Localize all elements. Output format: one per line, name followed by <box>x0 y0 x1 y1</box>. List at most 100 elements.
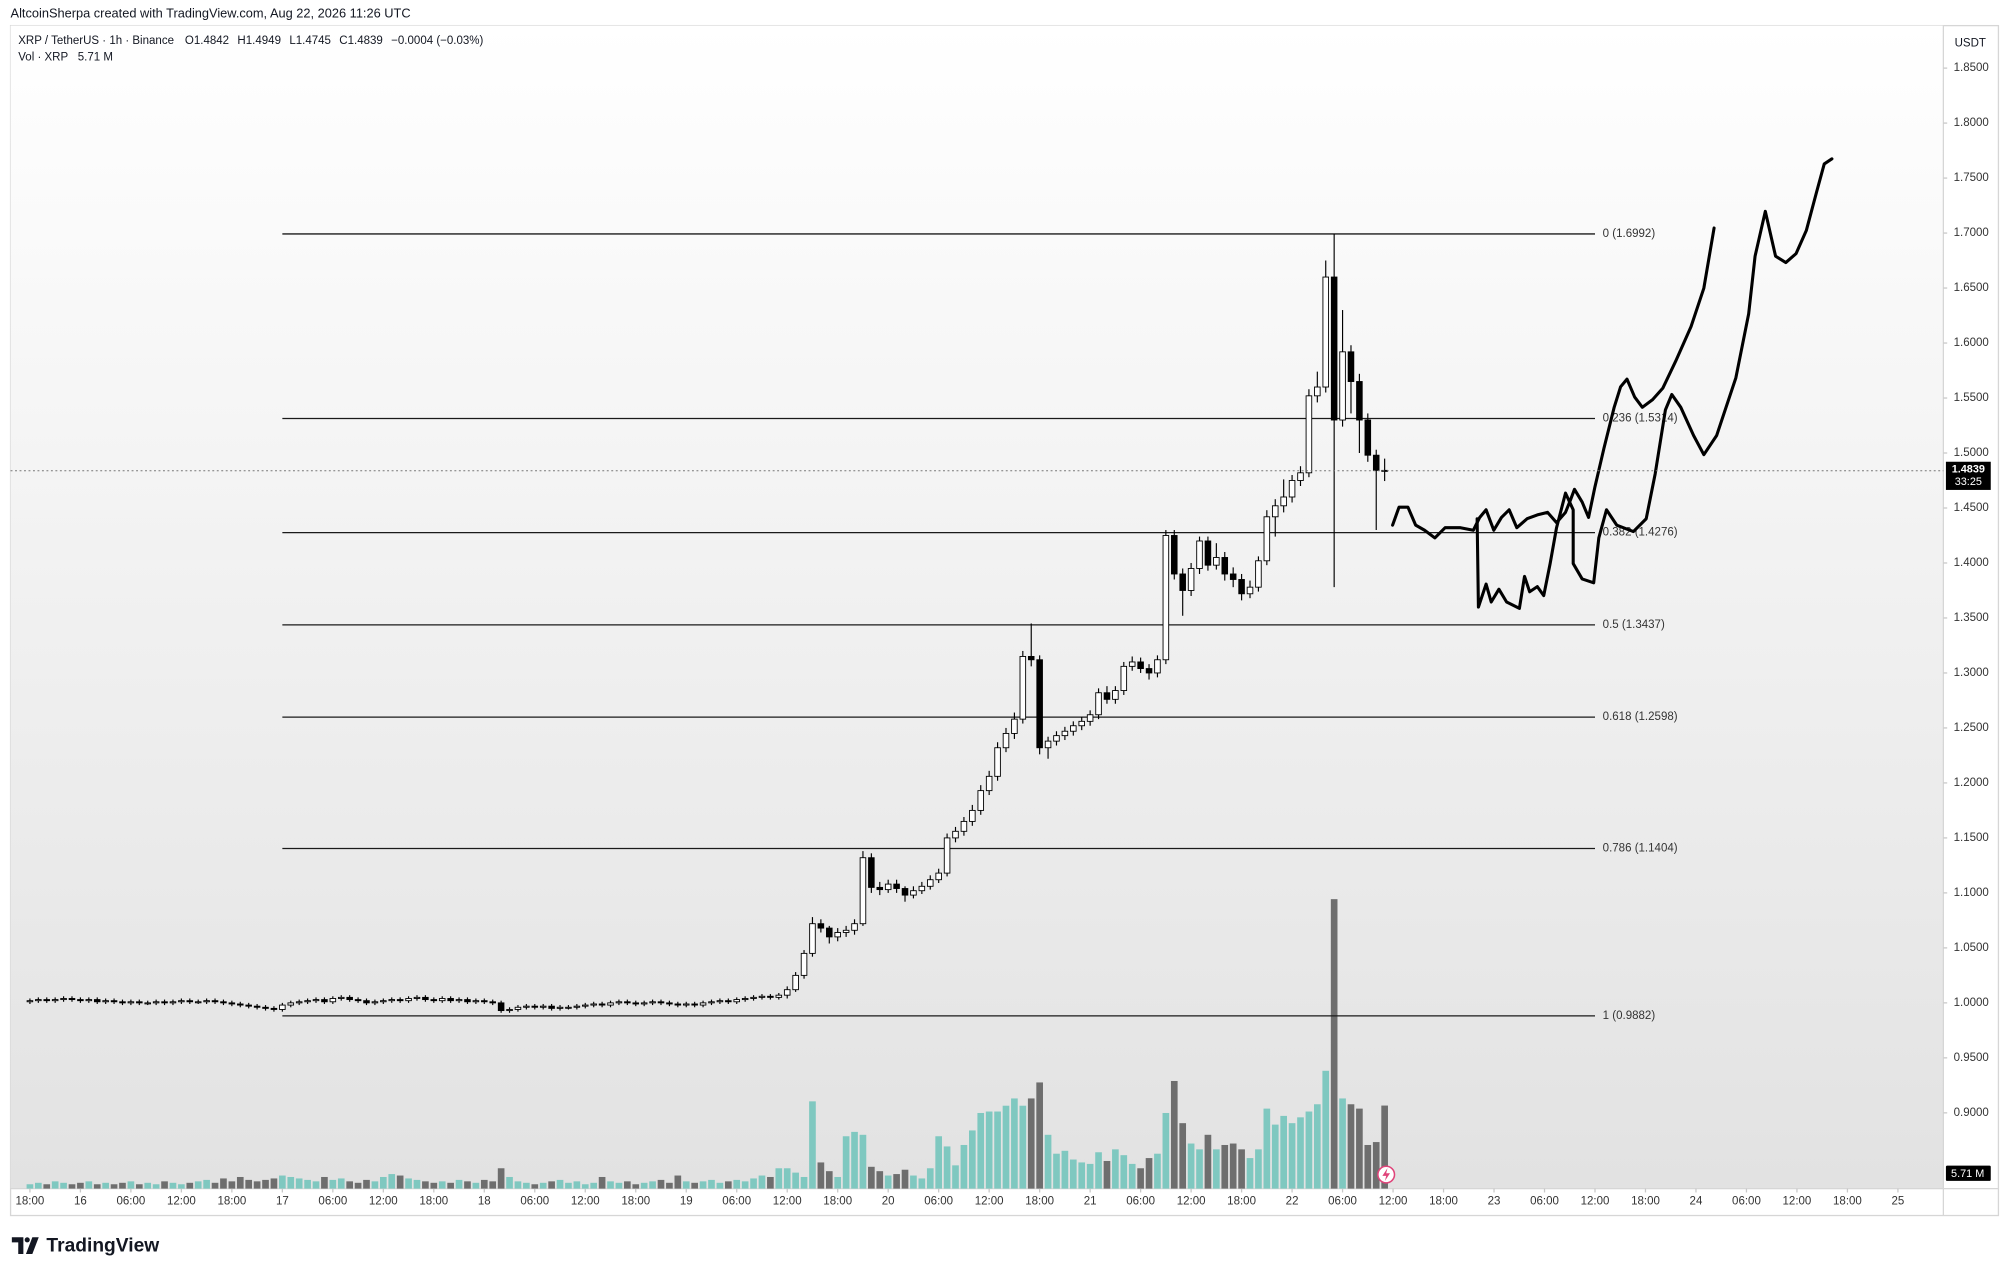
candle-body <box>396 999 404 1002</box>
volume-bar <box>337 1178 345 1189</box>
y-tick-label: 1.1500 <box>1954 832 1989 844</box>
y-tick-label: 1.1000 <box>1954 887 1989 899</box>
candle-body <box>304 1000 311 1003</box>
candle-body <box>85 999 93 1002</box>
volume-bar <box>329 1179 337 1189</box>
candle-body <box>455 999 463 1002</box>
volume-bar <box>514 1181 522 1189</box>
logo: TradingView <box>11 1235 159 1256</box>
candle-body <box>35 999 42 1002</box>
volume-bar <box>455 1179 463 1189</box>
candle-body <box>371 1001 379 1004</box>
volume-bar <box>1027 1098 1035 1189</box>
y-tick-label: 1.5000 <box>1954 447 1989 459</box>
volume-bar <box>35 1182 42 1189</box>
fib-label: 1 (0.9882) <box>1603 1010 1656 1022</box>
x-tick-label: 18:00 <box>621 1195 650 1207</box>
volume-bar <box>1297 1117 1304 1189</box>
volume-bar <box>649 1181 656 1189</box>
volume-bar <box>1019 1105 1027 1189</box>
volume-bar <box>312 1181 320 1189</box>
candle-body <box>1011 718 1018 734</box>
volume-bar <box>977 1112 985 1189</box>
candle-body <box>632 1002 640 1005</box>
volume-bar <box>1213 1149 1220 1189</box>
volume-bar <box>161 1181 168 1189</box>
volume-bar <box>969 1130 976 1189</box>
volume-bar <box>783 1168 791 1189</box>
candle-body <box>809 923 816 954</box>
volume-bar <box>236 1176 244 1189</box>
candle-body <box>102 1000 109 1003</box>
candle-body <box>767 995 774 998</box>
volume-bar <box>691 1182 698 1189</box>
candle-body <box>472 1000 480 1003</box>
volume-bar <box>1154 1153 1161 1189</box>
volume-legend: Vol · XRP 5.71 M <box>18 52 113 64</box>
volume-bar <box>203 1179 210 1189</box>
volume-bar <box>1381 1105 1388 1189</box>
y-tick-label: 1.6000 <box>1954 337 1989 349</box>
candle-body <box>287 1002 295 1006</box>
volume-bar <box>775 1168 783 1189</box>
candle-body <box>220 1001 227 1004</box>
volume-bar <box>926 1168 934 1189</box>
volume-bar <box>1053 1153 1060 1189</box>
volume-bar <box>497 1168 505 1189</box>
candle-body <box>279 1004 286 1010</box>
fib-layer: 0 (1.6992) 0.236 (1.5314) 0.382 (1.4276) 0.… <box>282 228 1678 1022</box>
drawing <box>1475 157 1834 610</box>
volume-bar <box>371 1181 379 1189</box>
fib-label: 0.618 (1.2598) <box>1603 711 1678 723</box>
volume-bar <box>262 1179 269 1189</box>
volume-bar <box>666 1182 673 1189</box>
candle-body <box>1103 692 1111 700</box>
candle-body <box>337 996 345 999</box>
fib-label: 0.786 (1.1404) <box>1603 843 1678 855</box>
x-tick-label: 06:00 <box>1732 1195 1761 1207</box>
candle-body <box>1288 480 1296 498</box>
volume-bar <box>152 1184 160 1189</box>
volume-bar <box>119 1182 126 1189</box>
volume-bar <box>834 1176 842 1189</box>
candle-body <box>1305 395 1313 474</box>
volume-bar <box>565 1182 572 1189</box>
volume-bar <box>1011 1098 1018 1189</box>
candle-body <box>203 1000 210 1003</box>
volume-bar <box>26 1184 34 1189</box>
volume-bar <box>531 1184 539 1189</box>
candle-body <box>1053 735 1060 742</box>
volume-bar <box>1170 1080 1178 1189</box>
volume-bar <box>910 1175 917 1189</box>
volume-bar <box>1162 1112 1170 1189</box>
candle-body <box>674 1003 682 1006</box>
x-tick-label: 06:00 <box>520 1195 549 1207</box>
volume-bar <box>556 1179 564 1189</box>
y-tick-label: 1.2500 <box>1954 722 1989 734</box>
candle-body <box>977 790 985 811</box>
candle-body <box>901 888 909 896</box>
candle-body <box>1213 557 1220 566</box>
volume-bar <box>539 1182 547 1189</box>
volume-bar <box>632 1184 640 1189</box>
candle-body <box>1347 351 1355 382</box>
candle-body <box>1238 579 1245 595</box>
x-tick-label: 12:00 <box>369 1195 398 1207</box>
candle-body <box>245 1004 252 1007</box>
volume-bar <box>396 1175 404 1189</box>
candle-body <box>876 886 884 891</box>
candle-body <box>733 999 740 1003</box>
candle-body <box>783 989 791 996</box>
volume-bar <box>733 1179 741 1189</box>
candle-body <box>1019 656 1027 720</box>
volume-bar <box>253 1181 261 1189</box>
candle-body <box>354 999 362 1002</box>
x-tick-label: 18:00 <box>823 1195 852 1207</box>
candle-body <box>237 1003 244 1006</box>
volume-bar <box>901 1169 909 1189</box>
candle-body <box>598 1003 606 1006</box>
countdown: 33:25 <box>1955 476 1982 488</box>
x-tick-label: 12:00 <box>1783 1195 1812 1207</box>
candle-body <box>1145 668 1153 674</box>
volume-bar <box>135 1184 143 1189</box>
